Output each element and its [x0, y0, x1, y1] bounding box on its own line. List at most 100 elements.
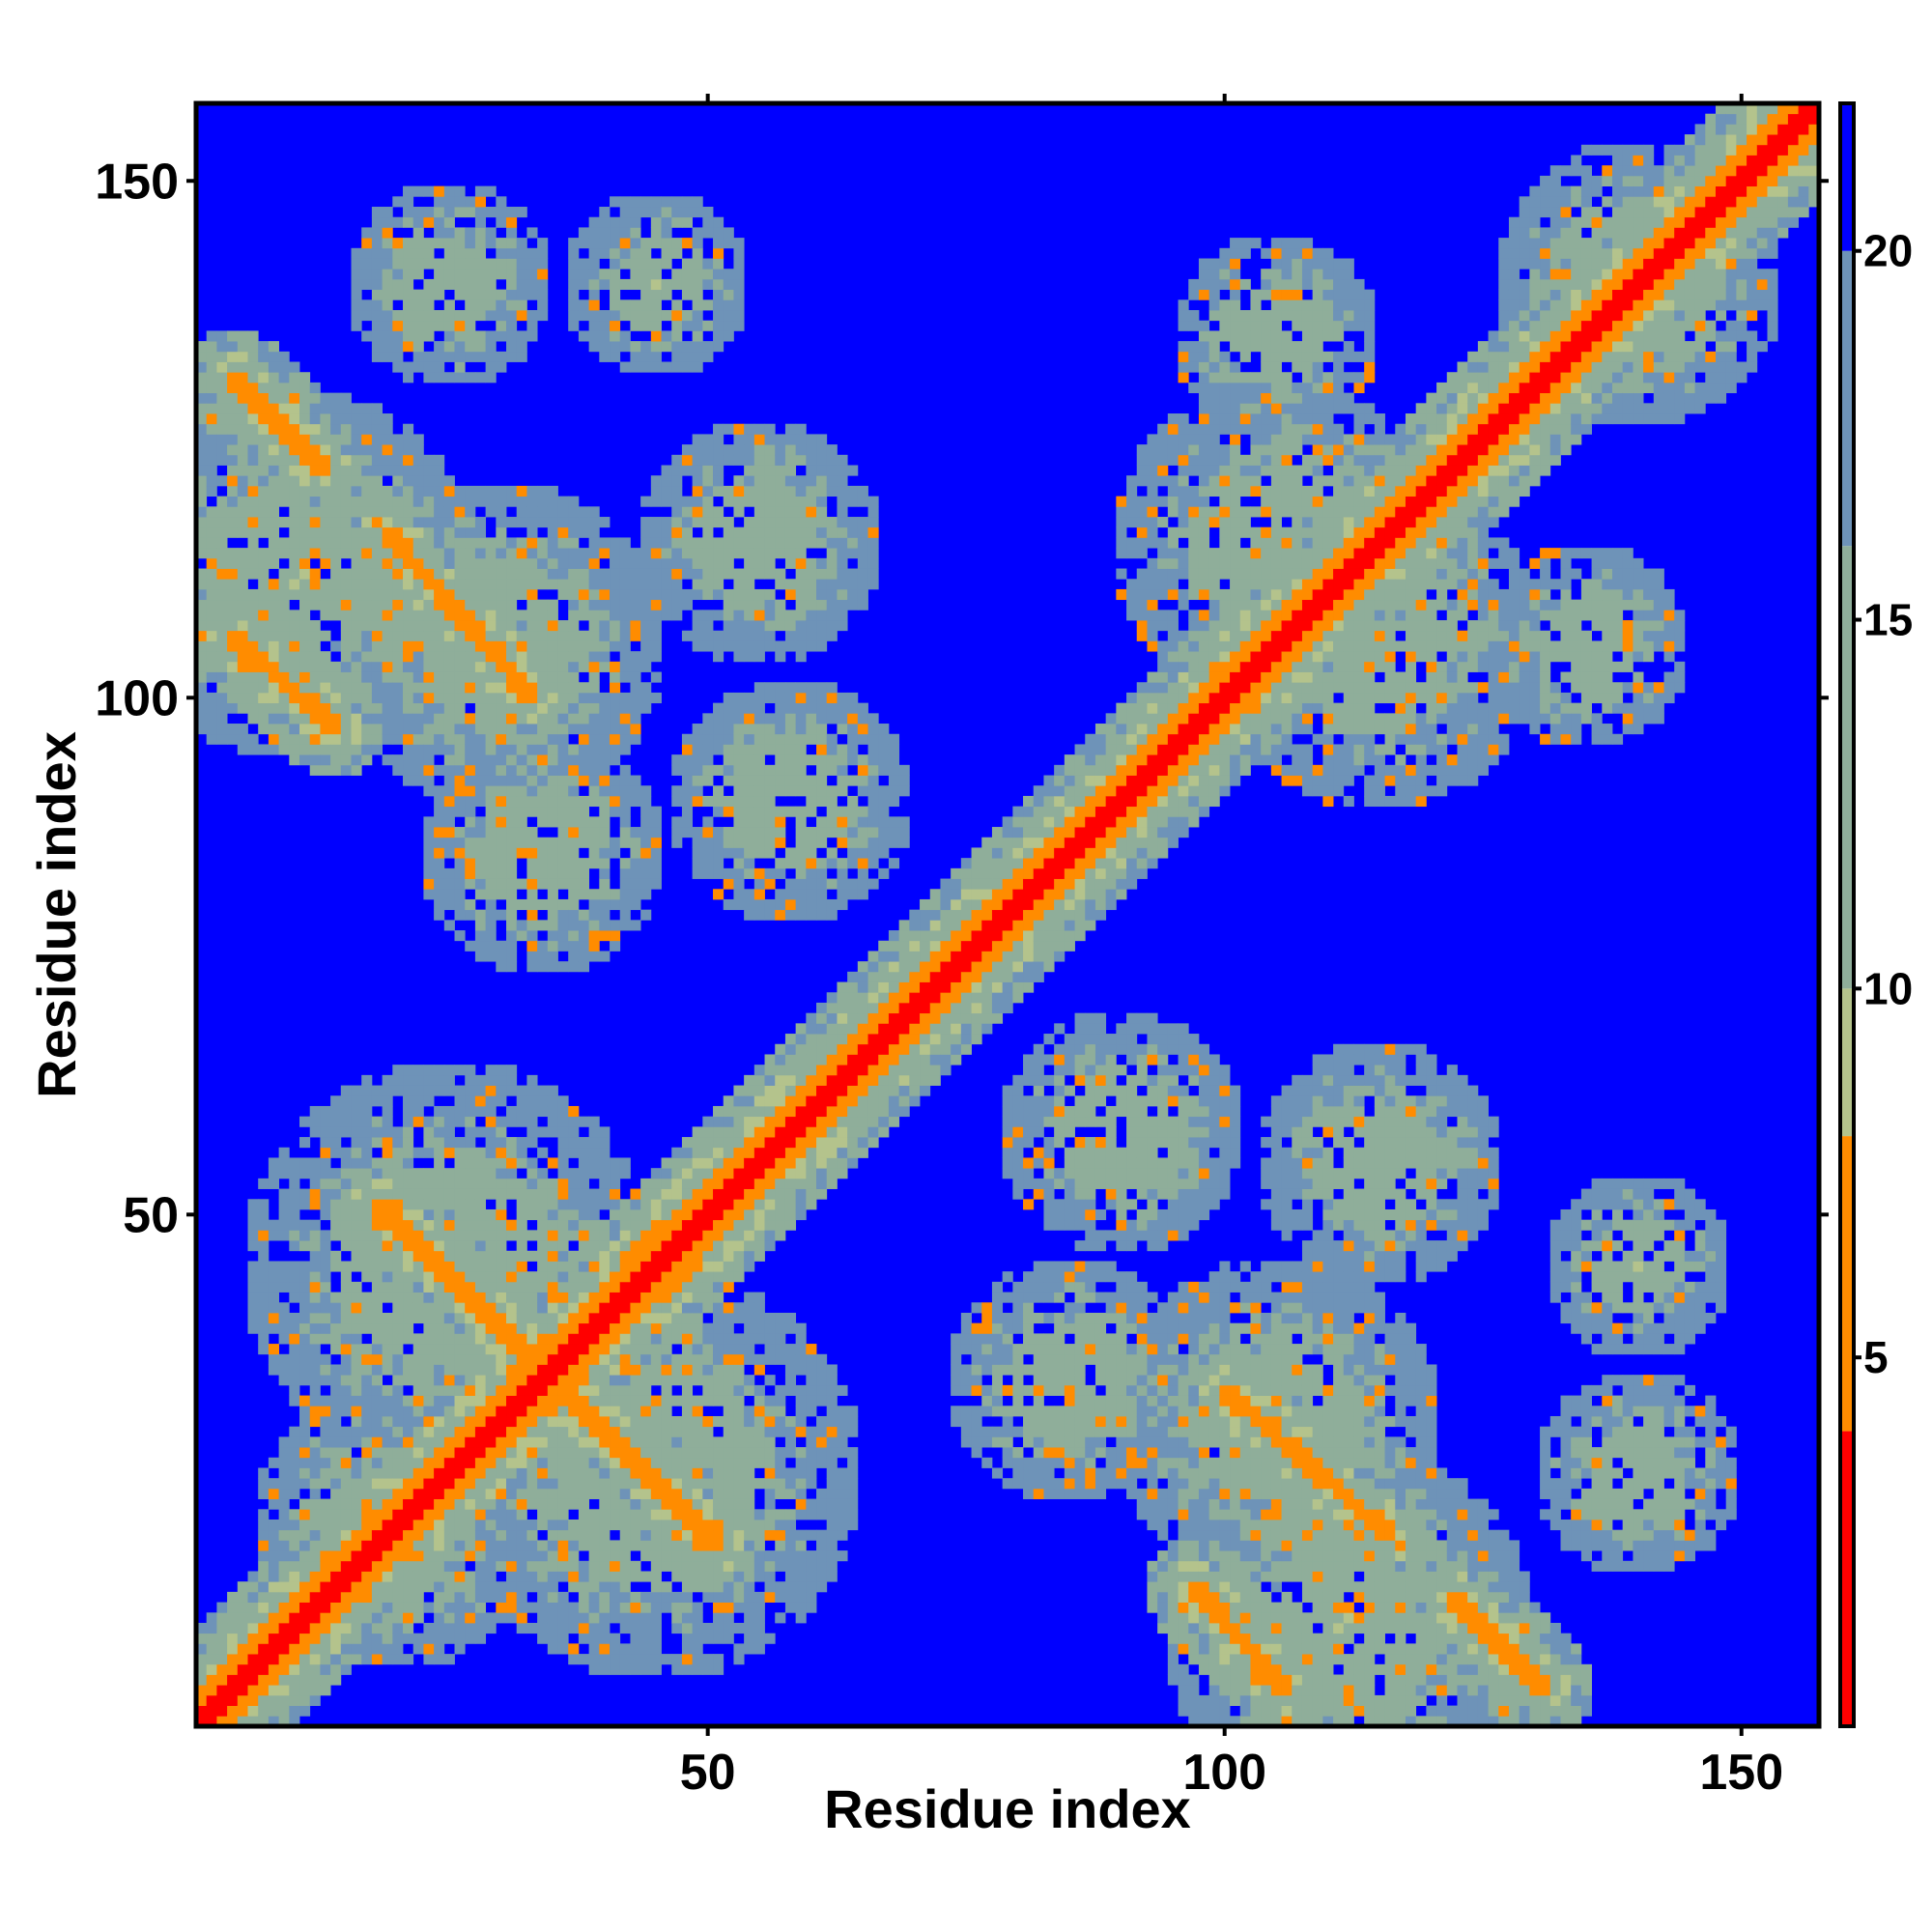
- heatmap-cell: [599, 351, 611, 362]
- heatmap-cell: [496, 196, 507, 208]
- heatmap-cell: [423, 278, 435, 291]
- heatmap-cell: [723, 1137, 734, 1149]
- heatmap-cell: [506, 847, 518, 859]
- heatmap-cell: [278, 517, 290, 528]
- heatmap-cell: [351, 1612, 362, 1624]
- heatmap-cell: [702, 351, 714, 362]
- heatmap-cell: [610, 744, 621, 755]
- heatmap-cell: [434, 588, 445, 601]
- heatmap-cell: [713, 216, 724, 228]
- heatmap-cell: [371, 1509, 384, 1520]
- heatmap-cell: [465, 537, 476, 549]
- heatmap-cell: [465, 1612, 476, 1624]
- heatmap-cell: [506, 1519, 518, 1531]
- heatmap-cell: [412, 599, 424, 611]
- heatmap-cell: [619, 1230, 631, 1241]
- heatmap-cell: [412, 1406, 424, 1417]
- heatmap-cell: [588, 1344, 600, 1355]
- heatmap-cell: [454, 806, 466, 817]
- heatmap-cell: [568, 713, 580, 724]
- heatmap-cell: [516, 579, 527, 590]
- heatmap-cell: [361, 1116, 373, 1127]
- heatmap-cell: [351, 454, 362, 466]
- heatmap-cell: [713, 238, 724, 249]
- heatmap-cell: [681, 238, 694, 249]
- heatmap-cell: [516, 1250, 527, 1262]
- heatmap-cell: [423, 599, 435, 611]
- heatmap-cell: [557, 1219, 569, 1231]
- heatmap-cell: [371, 1384, 384, 1396]
- heatmap-cell: [309, 1406, 321, 1417]
- heatmap-cell: [371, 299, 384, 311]
- heatmap-cell: [650, 1602, 662, 1613]
- heatmap-cell: [403, 1168, 414, 1179]
- heatmap-cell: [692, 1208, 703, 1221]
- heatmap-cell: [320, 588, 331, 601]
- heatmap-cell: [599, 227, 611, 239]
- heatmap-cell: [443, 867, 455, 879]
- heatmap-cell: [526, 227, 538, 239]
- heatmap-cell: [547, 1509, 558, 1520]
- heatmap-cell: [454, 1540, 466, 1551]
- heatmap-cell: [392, 640, 404, 652]
- heatmap-cell: [382, 1364, 393, 1376]
- heatmap-cell: [681, 1478, 694, 1490]
- heatmap-cell: [557, 1344, 569, 1355]
- heatmap-cell: [713, 1488, 724, 1499]
- heatmap-cell: [465, 1478, 476, 1490]
- heatmap-cell: [443, 640, 455, 652]
- heatmap-cell: [485, 227, 497, 239]
- heatmap-cell: [568, 579, 580, 590]
- heatmap-cell: [661, 207, 672, 218]
- heatmap-cell: [474, 640, 487, 652]
- heatmap-cell: [237, 724, 248, 735]
- heatmap-cell: [557, 661, 569, 672]
- heatmap-cell: [454, 258, 466, 270]
- heatmap-cell: [196, 382, 208, 394]
- heatmap-cell: [610, 661, 621, 672]
- heatmap-cell: [309, 496, 321, 507]
- heatmap-cell: [692, 475, 703, 487]
- heatmap-cell: [299, 1654, 311, 1665]
- heatmap-cell: [568, 1426, 580, 1437]
- heatmap-cell: [361, 310, 373, 322]
- heatmap-cell: [474, 867, 487, 879]
- heatmap-cell: [496, 1322, 507, 1334]
- heatmap-cell: [619, 1199, 631, 1210]
- heatmap-cell: [733, 744, 745, 755]
- heatmap-cell: [588, 827, 600, 838]
- heatmap-cell: [506, 610, 518, 621]
- heatmap-cell: [320, 1105, 331, 1118]
- heatmap-cell: [723, 640, 734, 652]
- heatmap-cell: [557, 1591, 569, 1603]
- heatmap-cell: [403, 1591, 414, 1603]
- heatmap-cell: [474, 713, 487, 724]
- heatmap-cell: [744, 423, 755, 435]
- heatmap-cell: [423, 671, 435, 683]
- heatmap-cell: [434, 320, 445, 331]
- heatmap-cell: [650, 610, 662, 621]
- heatmap-cell: [610, 1560, 621, 1572]
- heatmap-cell: [434, 1581, 445, 1593]
- heatmap-cell: [526, 661, 538, 672]
- heatmap-cell: [744, 568, 755, 580]
- heatmap-cell: [412, 1415, 424, 1428]
- heatmap-cell: [454, 238, 466, 249]
- heatmap-cell: [330, 1208, 342, 1221]
- heatmap-cell: [237, 692, 248, 704]
- heatmap-cell: [588, 341, 600, 353]
- heatmap-cell: [619, 310, 631, 322]
- heatmap-cell: [382, 713, 393, 724]
- heatmap-cell: [320, 1261, 331, 1272]
- heatmap-cell: [568, 1467, 580, 1479]
- heatmap-cell: [681, 1509, 694, 1520]
- heatmap-cell: [474, 1333, 487, 1345]
- heatmap-cell: [744, 1261, 755, 1272]
- heatmap-cell: [578, 1406, 590, 1417]
- heatmap-cell: [371, 423, 384, 435]
- heatmap-cell: [692, 858, 703, 869]
- heatmap-cell: [650, 640, 662, 652]
- heatmap-cell: [744, 454, 755, 466]
- heatmap-cell: [434, 1281, 445, 1293]
- heatmap-cell: [496, 1519, 507, 1531]
